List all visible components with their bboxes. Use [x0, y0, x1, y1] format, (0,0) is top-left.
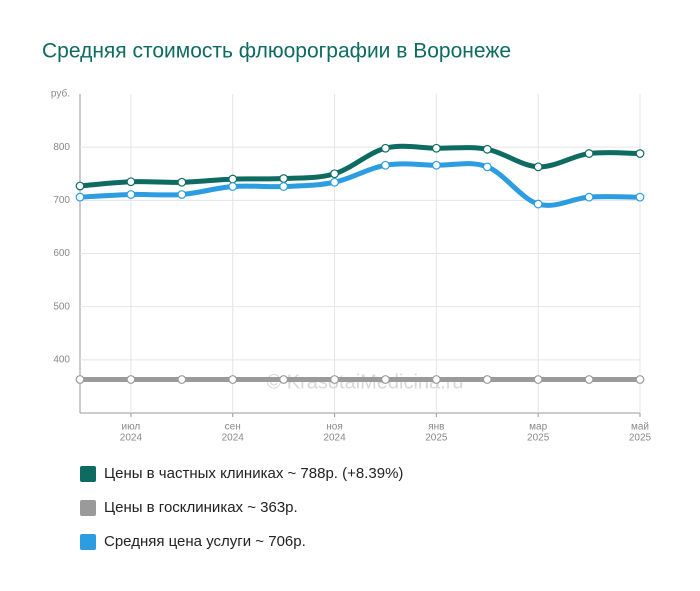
x-tick-label: июл — [122, 422, 141, 433]
data-point — [126, 375, 136, 384]
series-line — [77, 143, 643, 189]
data-point — [177, 375, 187, 384]
data-point — [228, 174, 238, 184]
data-point — [381, 160, 390, 170]
legend-swatch — [80, 534, 96, 550]
data-point — [75, 181, 85, 191]
data-point — [635, 375, 645, 384]
x-tick-label: сен — [225, 422, 241, 433]
data-point — [635, 192, 645, 202]
data-point — [635, 149, 645, 158]
x-tick-label: 2025 — [527, 433, 550, 444]
x-tick-label: 2025 — [425, 433, 448, 444]
data-point — [533, 199, 543, 209]
data-point — [533, 162, 543, 172]
x-tick-label: май — [631, 422, 649, 433]
data-point — [75, 375, 85, 384]
watermark: © KrasotaiMedicina.ru — [266, 371, 463, 393]
data-point — [126, 177, 136, 187]
x-tick-label: 2024 — [323, 433, 346, 444]
legend-label: Цены в частных клиниках ~ 788р. (+8.39%) — [104, 465, 403, 482]
data-point — [584, 192, 594, 202]
data-point — [177, 177, 187, 187]
data-point — [279, 182, 289, 191]
y-tick-label: 700 — [53, 195, 70, 206]
data-point — [381, 143, 390, 153]
x-tick-label: 2024 — [222, 433, 245, 444]
x-tick-label: янв — [428, 422, 444, 433]
data-point — [584, 149, 594, 158]
y-tick-label: 800 — [53, 142, 70, 153]
data-point — [381, 375, 390, 384]
data-point — [431, 160, 441, 170]
data-point — [279, 375, 289, 384]
data-point — [584, 375, 594, 384]
legend-label: Цены в госклиниках ~ 363р. — [104, 499, 298, 516]
data-point — [126, 190, 136, 199]
data-point — [75, 192, 85, 202]
data-point — [279, 174, 289, 183]
x-tick-label: мар — [529, 422, 547, 433]
y-tick-label: 500 — [53, 301, 70, 312]
x-tick-label: ноя — [326, 422, 343, 433]
data-point — [533, 375, 543, 384]
data-point — [330, 375, 339, 384]
data-point — [228, 182, 238, 191]
legend-swatch — [80, 500, 96, 516]
x-tick-label: 2025 — [629, 433, 652, 444]
legend-label: Средняя цена услуги ~ 706р. — [104, 533, 306, 550]
legend-swatch — [80, 466, 96, 482]
data-point — [330, 177, 339, 187]
y-tick-label: 600 — [53, 248, 70, 259]
chart-title: Средняя стоимость флюорографии в Воронеж… — [42, 40, 511, 63]
data-point — [482, 375, 492, 384]
y-tick-label: 400 — [53, 354, 70, 365]
data-point — [482, 162, 492, 172]
data-point — [177, 190, 187, 199]
data-point — [482, 144, 492, 154]
data-point — [431, 143, 441, 153]
data-point — [228, 375, 238, 384]
y-axis-label: руб. — [51, 88, 70, 100]
data-point — [330, 169, 339, 179]
x-tick-label: 2024 — [120, 433, 143, 444]
data-point — [431, 375, 441, 384]
